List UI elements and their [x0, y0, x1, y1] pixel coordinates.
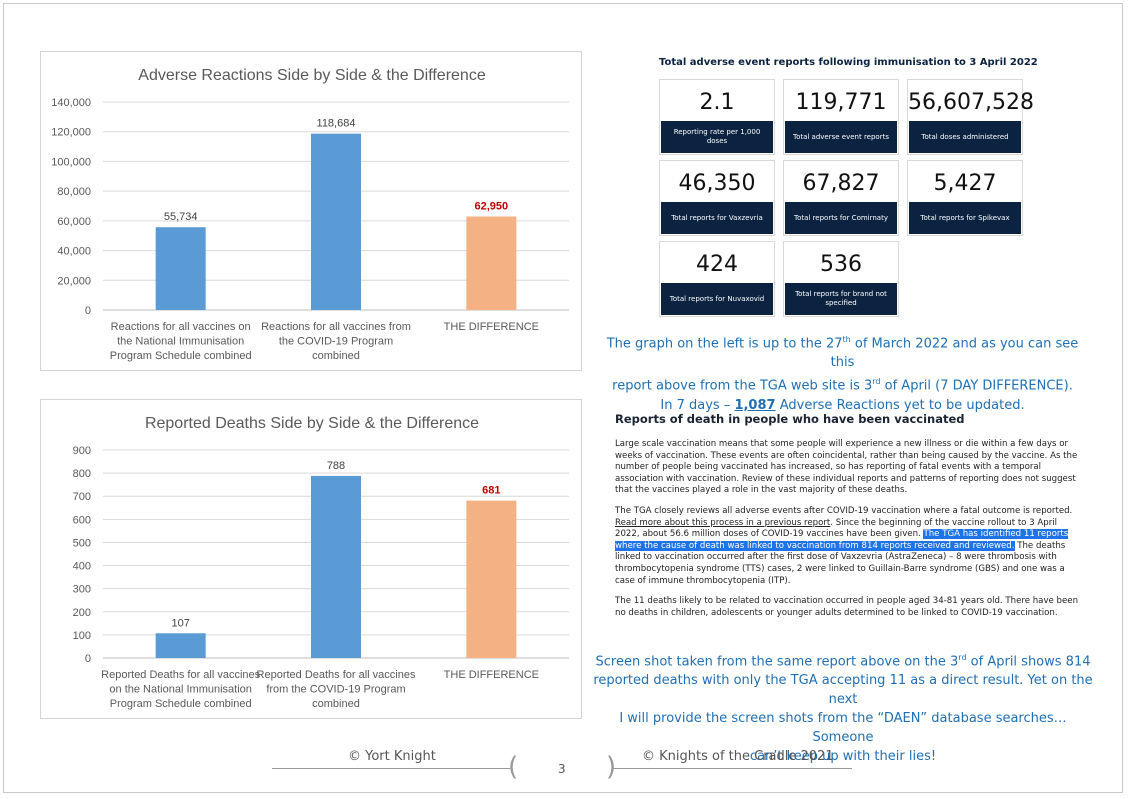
bar	[155, 227, 206, 310]
stat-tile: 5,427 Total reports for Spikevax	[907, 160, 1023, 236]
stat-value: 2.1	[699, 90, 735, 115]
reported-deaths-chart-svg: Reported Deaths Side by Side & the Diffe…	[73, 415, 569, 710]
stat-label: Total adverse event reports	[785, 121, 897, 153]
stat-value: 67,827	[802, 171, 880, 196]
y-tick-label: 100	[73, 630, 91, 642]
bar	[311, 475, 361, 658]
note2-line2: reported deaths with only the TGA accept…	[593, 673, 1093, 708]
stat-label: Total reports for Vaxzevria	[661, 202, 773, 234]
data-label: 107	[171, 617, 189, 629]
footer-copyright-right: © Knights of the Cradle 2021	[642, 749, 834, 764]
x-category-label: Reported Deaths for all vaccines	[101, 669, 260, 681]
x-category-label: THE DIFFERENCE	[444, 669, 539, 681]
previous-report-link[interactable]: Read more about this process in a previo…	[615, 517, 831, 528]
stat-label: Total reports for Comirnaty	[785, 202, 897, 234]
y-tick-label: 700	[73, 491, 91, 503]
stat-tile: 119,771 Total adverse event reports	[783, 79, 899, 155]
stat-tile: 536 Total reports for brand not specified	[783, 241, 899, 317]
note-7-day-difference: The graph on the left is up to the 27th …	[600, 330, 1085, 415]
note2-line4: can’t keep up with their lies!	[749, 749, 937, 765]
stat-label: Total reports for Nuvaxovid	[661, 283, 773, 315]
adverse-reactions-chart-svg: Adverse Reactions Side by Side & the Dif…	[51, 67, 569, 362]
y-tick-label: 200	[73, 607, 91, 619]
data-label: 55,734	[164, 211, 198, 223]
data-label: 681	[482, 485, 500, 497]
stat-value: 536	[820, 252, 862, 277]
stat-value: 119,771	[795, 90, 887, 115]
stat-tile: 2.1 Reporting rate per 1,000 doses	[659, 79, 775, 155]
bar	[466, 216, 517, 310]
footer-bracket-right: )	[606, 752, 617, 782]
report-heading: Reports of death in people who have been…	[615, 412, 965, 426]
stat-tile: 56,607,528 Total doses administered	[907, 79, 1034, 155]
x-category-label: Program Schedule combined	[110, 698, 252, 710]
stat-label: Total reports for Spikevax	[909, 202, 1021, 234]
footer-copyright-left: © Yort Knight	[348, 749, 436, 764]
data-label: 788	[327, 460, 345, 472]
x-category-label: the National Immunisation	[117, 336, 244, 348]
x-category-label: combined	[312, 698, 360, 710]
bar	[466, 500, 517, 658]
stat-value: 424	[696, 252, 738, 277]
footer-bracket-left: (	[508, 752, 519, 782]
note1-line1: The graph on the left is up to the 27th …	[606, 335, 1079, 371]
y-tick-label: 80,000	[57, 186, 91, 198]
footer-line-left	[272, 768, 510, 769]
note-deaths-screenshot: Screen shot taken from the same report a…	[593, 648, 1093, 766]
y-tick-label: 140,000	[51, 97, 91, 109]
x-category-label: Reported Deaths for all vaccines	[257, 669, 416, 681]
y-tick-label: 500	[73, 537, 91, 549]
x-category-label: Reactions for all vaccines from	[261, 321, 411, 333]
stat-tile: 424 Total reports for Nuvaxovid	[659, 241, 775, 317]
data-label: 118,684	[317, 118, 356, 130]
note1-line3: In 7 days – 1,087 Adverse Reactions yet …	[660, 397, 1025, 413]
stat-value: 46,350	[678, 171, 756, 196]
y-tick-label: 800	[73, 468, 91, 480]
report-paragraph-2: The TGA closely reviews all adverse even…	[615, 505, 1073, 586]
page-number: 3	[558, 762, 566, 776]
stats-title: Total adverse event reports following im…	[659, 57, 1038, 68]
y-tick-label: 400	[73, 561, 91, 573]
y-tick-label: 300	[73, 584, 91, 596]
bar	[311, 133, 361, 310]
x-category-label: on the National Immunisation	[109, 684, 251, 696]
stat-label: Total doses administered	[909, 121, 1021, 153]
chart-title: Adverse Reactions Side by Side & the Dif…	[138, 67, 486, 84]
data-label: 62,950	[475, 200, 509, 212]
x-category-label: the COVID-19 Program	[279, 336, 393, 348]
x-category-label: from the COVID-19 Program	[266, 684, 405, 696]
stat-tile: 46,350 Total reports for Vaxzevria	[659, 160, 775, 236]
stat-label: Total reports for brand not specified	[785, 283, 897, 315]
y-tick-label: 0	[85, 653, 91, 665]
x-category-label: combined	[312, 350, 360, 362]
y-tick-label: 600	[73, 514, 91, 526]
y-tick-label: 20,000	[57, 275, 91, 287]
x-category-label: Reactions for all vaccines on	[111, 321, 251, 333]
stat-tile: 67,827 Total reports for Comirnaty	[783, 160, 899, 236]
y-tick-label: 120,000	[51, 127, 91, 139]
report-paragraph-3: The 11 deaths likely to be related to va…	[615, 596, 1079, 618]
note2-line3: I will provide the screen shots from the…	[619, 711, 1067, 746]
note1-line2: report above from the TGA web site is 3r…	[612, 377, 1073, 394]
stat-value: 5,427	[933, 171, 997, 196]
y-tick-label: 900	[73, 445, 91, 457]
y-tick-label: 40,000	[57, 246, 91, 258]
bar	[155, 633, 206, 658]
x-category-label: THE DIFFERENCE	[444, 321, 539, 333]
y-tick-label: 100,000	[51, 156, 91, 168]
stat-value: 56,607,528	[908, 90, 1034, 115]
y-tick-label: 60,000	[57, 216, 91, 228]
reported-deaths-chart: Reported Deaths Side by Side & the Diffe…	[40, 399, 582, 719]
footer-line-right	[612, 768, 852, 769]
y-tick-label: 0	[85, 305, 91, 317]
adverse-reactions-chart: Adverse Reactions Side by Side & the Dif…	[40, 51, 582, 371]
page-border	[3, 3, 1123, 793]
report-paragraph-1: Large scale vaccination means that some …	[615, 439, 1078, 496]
stat-label: Reporting rate per 1,000 doses	[661, 121, 773, 153]
chart-title: Reported Deaths Side by Side & the Diffe…	[145, 415, 479, 432]
note2-line1: Screen shot taken from the same report a…	[595, 653, 1091, 670]
tga-report-excerpt: Reports of death in people who have been…	[615, 412, 1080, 628]
x-category-label: Program Schedule combined	[110, 350, 252, 362]
